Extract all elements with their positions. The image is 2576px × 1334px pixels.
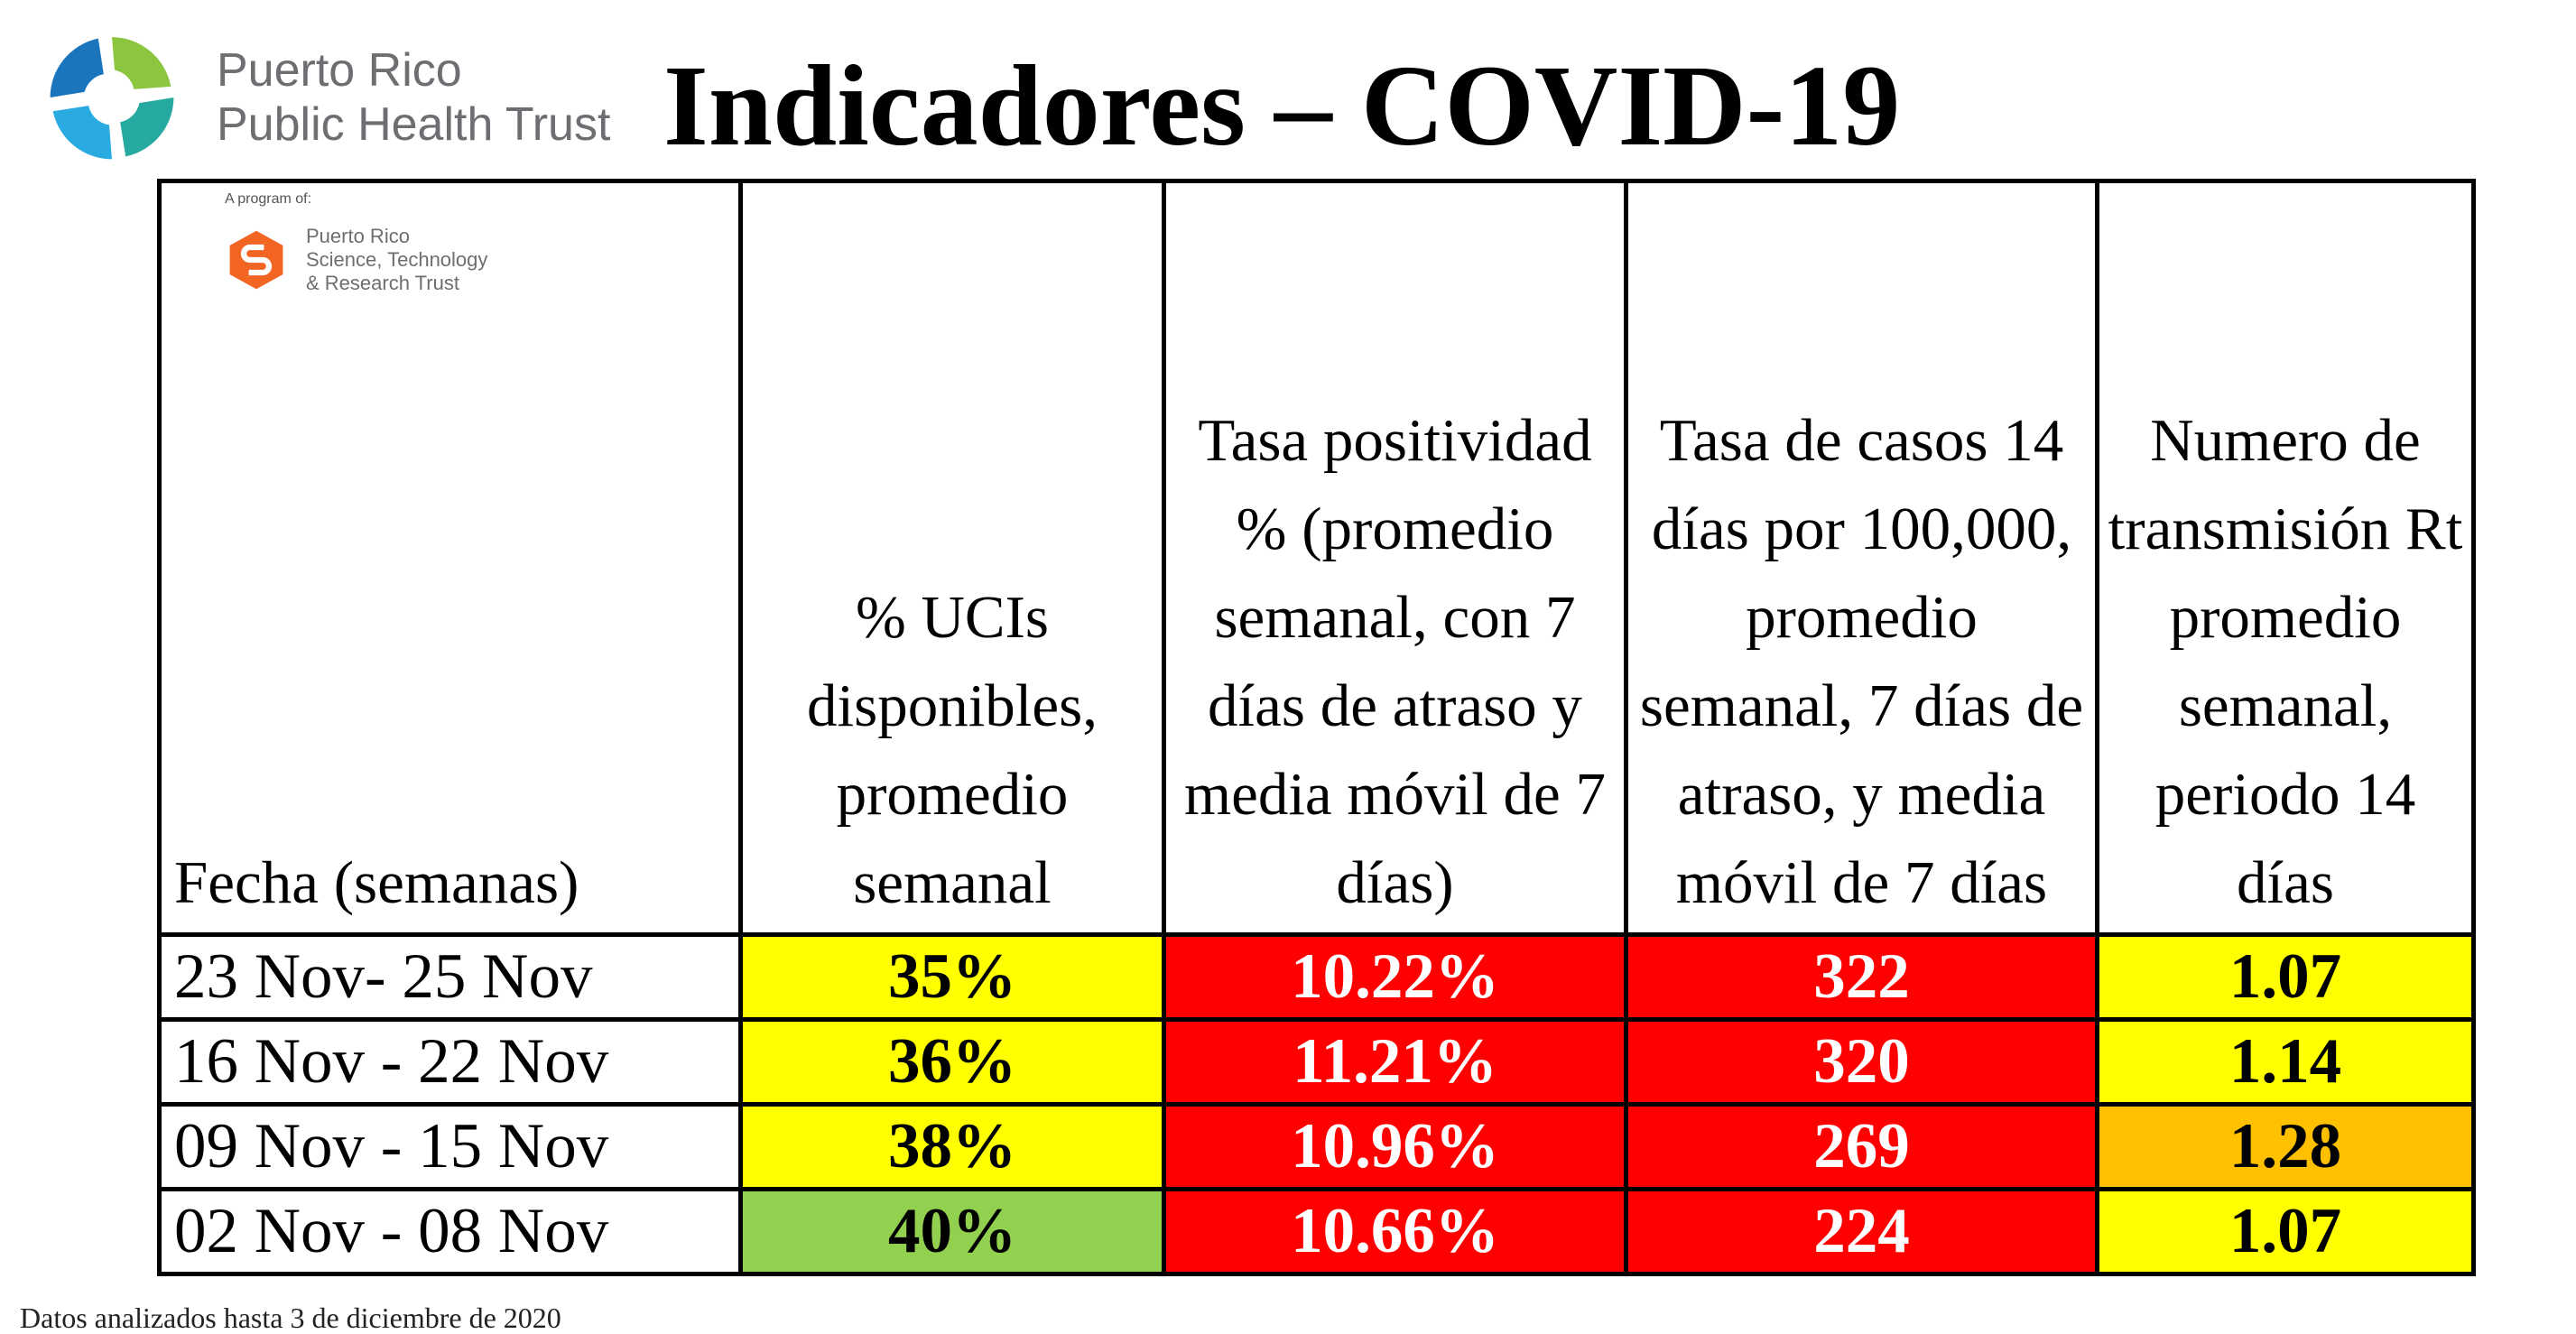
prstrt-logo-icon: [229, 230, 283, 290]
cell-uci: 38%: [738, 1102, 1166, 1191]
cell-rt: 1.28: [2095, 1102, 2476, 1191]
cell-positividad: 10.22%: [1162, 932, 1628, 1022]
cell-casos: 320: [1624, 1017, 2099, 1107]
header-row: A program of: Puerto Rico Science, Techn…: [157, 179, 2476, 937]
table-row: 02 Nov - 08 Nov 40% 10.66% 224 1.07: [157, 1187, 2476, 1276]
header-casos-label: Tasa de casos 14 días por 100,000, prome…: [1639, 407, 2084, 916]
cell-date: 23 Nov- 25 Nov: [157, 932, 743, 1022]
table-row: 16 Nov - 22 Nov 36% 11.21% 320 1.14: [157, 1017, 2476, 1107]
cell-date: 02 Nov - 08 Nov: [157, 1187, 743, 1276]
cell-date: 09 Nov - 15 Nov: [157, 1102, 743, 1191]
sub-org-line3: & Research Trust: [306, 272, 459, 294]
table-row: 23 Nov- 25 Nov 35% 10.22% 322 1.07: [157, 932, 2476, 1022]
header-positividad-label: Tasa positividad % (promedio semanal, co…: [1183, 407, 1607, 916]
prpht-logo-text: Puerto Rico Public Health Trust: [217, 43, 610, 152]
header-rt-label: Numero de transmisión Rt promedio semana…: [2108, 407, 2463, 916]
cell-rt: 1.14: [2095, 1017, 2476, 1107]
page-title: Indicadores – COVID-19: [663, 42, 1901, 170]
cell-casos: 224: [1624, 1187, 2099, 1276]
cell-positividad: 10.96%: [1162, 1102, 1628, 1191]
header-fecha-label: Fecha (semanas): [174, 849, 579, 916]
table-row: 09 Nov - 15 Nov 38% 10.96% 269 1.28: [157, 1102, 2476, 1191]
indicators-table: A program of: Puerto Rico Science, Techn…: [157, 179, 2476, 1276]
cell-positividad: 10.66%: [1162, 1187, 1628, 1276]
footer-note: Datos analizados hasta 3 de diciembre de…: [20, 1302, 561, 1334]
org-line2: Public Health Trust: [217, 98, 611, 151]
cell-uci: 40%: [738, 1187, 1166, 1276]
cell-casos: 269: [1624, 1102, 2099, 1191]
cell-rt: 1.07: [2095, 932, 2476, 1022]
cell-rt: 1.07: [2095, 1187, 2476, 1276]
prpht-logo: Puerto Rico Public Health Trust: [43, 25, 610, 170]
header-ucis-label: % UCIs disponibles, promedio semanal: [807, 584, 1098, 916]
org-line1: Puerto Rico: [217, 44, 462, 97]
header-positividad: Tasa positividad % (promedio semanal, co…: [1162, 179, 1628, 937]
prstrt-logo-text: Puerto Rico Science, Technology & Resear…: [306, 225, 487, 295]
prpht-logo-icon: [50, 37, 174, 160]
prstrt-logo: A program of: Puerto Rico Science, Techn…: [225, 190, 487, 295]
program-of-label: A program of:: [225, 191, 312, 207]
header-ucis: % UCIs disponibles, promedio semanal: [738, 179, 1166, 937]
cell-uci: 35%: [738, 932, 1166, 1022]
header-fecha: A program of: Puerto Rico Science, Techn…: [157, 179, 743, 937]
sub-org-line1: Puerto Rico: [306, 225, 410, 247]
cell-casos: 322: [1624, 932, 2099, 1022]
header-rt: Numero de transmisión Rt promedio semana…: [2095, 179, 2476, 937]
sub-org-line2: Science, Technology: [306, 248, 488, 271]
cell-positividad: 11.21%: [1162, 1017, 1628, 1107]
cell-date: 16 Nov - 22 Nov: [157, 1017, 743, 1107]
cell-uci: 36%: [738, 1017, 1166, 1107]
header-casos: Tasa de casos 14 días por 100,000, prome…: [1624, 179, 2099, 937]
